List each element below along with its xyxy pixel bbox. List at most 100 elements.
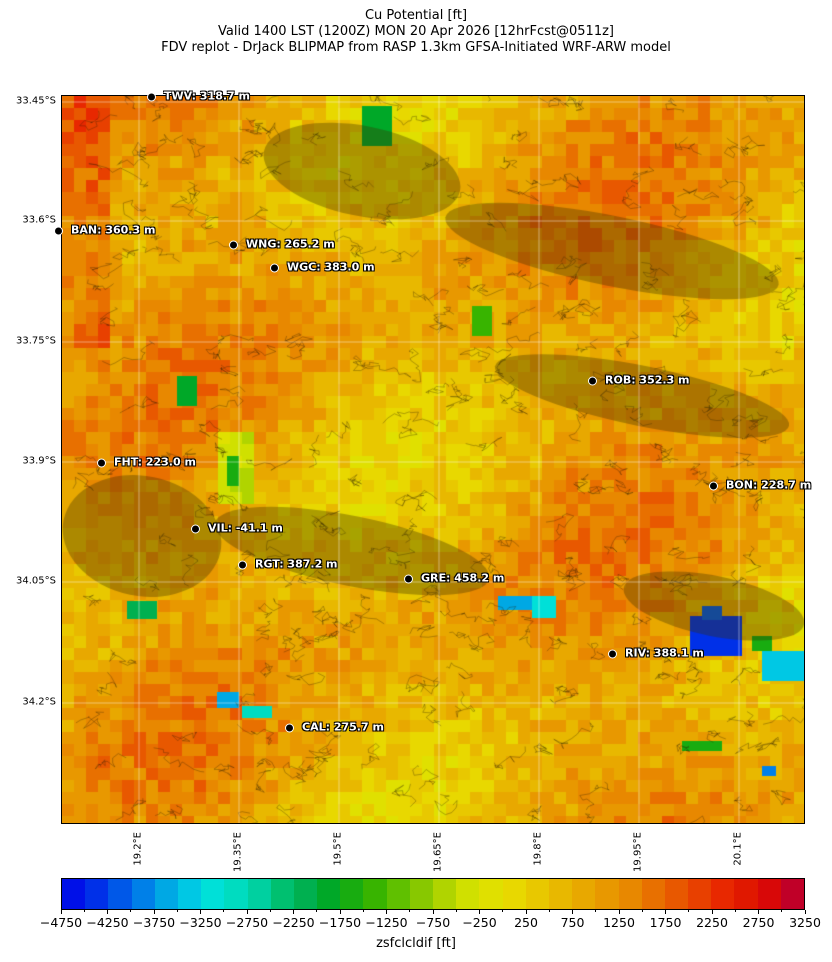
colorbar-bin bbox=[595, 879, 619, 909]
colorbar-tick bbox=[362, 910, 364, 912]
lat-tick: 33.9°S bbox=[22, 455, 56, 467]
colorbar-tick-label: −3750 bbox=[132, 915, 176, 930]
station-marker[interactable]: RGT: 387.2 m bbox=[238, 558, 338, 571]
station-marker[interactable]: GRE: 458.2 m bbox=[404, 571, 505, 585]
colorbar-tick bbox=[665, 910, 666, 914]
colorbar-tick bbox=[618, 910, 620, 914]
colorbar-tick bbox=[386, 910, 387, 914]
colorbar-tick-label: 250 bbox=[514, 915, 538, 930]
colorbar bbox=[61, 878, 805, 910]
colorbar-bin bbox=[270, 879, 294, 909]
station-marker[interactable]: VIL: -41.1 m bbox=[191, 522, 283, 535]
station-label: TWV: 318.7 m bbox=[164, 89, 250, 103]
station-marker[interactable]: WGC: 383.0 m bbox=[270, 261, 375, 274]
colorbar-tick-label: 1250 bbox=[603, 915, 635, 930]
station-dot-icon bbox=[54, 226, 63, 235]
lon-tick: 19.35°E bbox=[232, 832, 244, 872]
colorbar-bin bbox=[224, 879, 248, 909]
colorbar-bin bbox=[154, 879, 178, 909]
colorbar-tick bbox=[153, 910, 155, 914]
station-label: WNG: 265.2 m bbox=[246, 237, 335, 251]
colorbar-tick-label: −2750 bbox=[225, 915, 269, 930]
lon-tick: 19.5°E bbox=[332, 832, 344, 866]
colorbar-tick-label: −1250 bbox=[365, 915, 408, 930]
station-label: GRE: 458.2 m bbox=[421, 571, 505, 585]
station-dot-icon bbox=[97, 458, 106, 467]
lon-tick: 20.1°E bbox=[732, 832, 744, 866]
colorbar-bin bbox=[62, 879, 86, 909]
lat-tick: 33.75°S bbox=[16, 335, 56, 347]
colorbar-tick bbox=[688, 910, 690, 912]
colorbar-bin bbox=[317, 879, 341, 909]
colorbar-bin bbox=[479, 879, 503, 909]
colorbar-bin bbox=[688, 879, 712, 909]
colorbar-tick bbox=[176, 910, 178, 912]
lat-tick: 33.6°S bbox=[22, 214, 56, 226]
station-dot-icon bbox=[191, 524, 200, 533]
colorbar-bin bbox=[409, 879, 433, 909]
colorbar-tick bbox=[572, 910, 573, 914]
colorbar-tick-label: 3250 bbox=[789, 915, 821, 930]
colorbar-bin bbox=[201, 879, 225, 909]
station-dot-icon bbox=[404, 574, 413, 583]
colorbar-bin bbox=[456, 879, 480, 909]
colorbar-bin bbox=[548, 879, 573, 909]
colorbar-tick bbox=[641, 910, 643, 912]
colorbar-tick-label: −3250 bbox=[179, 915, 222, 930]
station-marker[interactable]: BON: 228.7 m bbox=[709, 478, 812, 492]
lat-tick: 33.45°S bbox=[16, 95, 56, 107]
colorbar-bin bbox=[131, 879, 155, 909]
station-dot-icon bbox=[238, 560, 247, 569]
colorbar-bin bbox=[641, 879, 665, 909]
colorbar-tick-label: 2750 bbox=[742, 915, 775, 930]
station-marker[interactable]: CAL: 275.7 m bbox=[285, 720, 384, 734]
colorbar-bin bbox=[525, 879, 549, 909]
colorbar-tick bbox=[409, 910, 411, 912]
colorbar-tick bbox=[595, 910, 597, 912]
station-dot-icon bbox=[709, 481, 718, 490]
station-label: ROB: 352.3 m bbox=[605, 373, 690, 387]
station-marker[interactable]: ROB: 352.3 m bbox=[588, 373, 690, 387]
colorbar-tick-label: 1750 bbox=[649, 915, 682, 930]
colorbar-tick bbox=[130, 910, 132, 912]
colorbar-bin bbox=[711, 879, 735, 909]
station-marker[interactable]: FHT: 223.0 m bbox=[97, 455, 196, 469]
colorbar-bin bbox=[664, 879, 689, 909]
colorbar-tick-label: −250 bbox=[462, 915, 497, 930]
colorbar-tick bbox=[455, 910, 457, 912]
colorbar-tick bbox=[223, 910, 225, 912]
title-line-2: Valid 1400 LST (1200Z) MON 20 Apr 2026 [… bbox=[218, 24, 614, 39]
colorbar-bin bbox=[757, 879, 781, 909]
station-marker[interactable]: BAN: 360.3 m bbox=[54, 223, 156, 237]
colorbar-bin bbox=[502, 879, 526, 909]
station-label: BAN: 360.3 m bbox=[71, 223, 156, 237]
colorbar-tick bbox=[432, 910, 434, 914]
colorbar-bin bbox=[85, 879, 109, 909]
colorbar-tick bbox=[781, 910, 783, 912]
colorbar-bin bbox=[734, 879, 758, 909]
station-marker[interactable]: RIV: 388.1 m bbox=[608, 646, 704, 660]
lon-tick: 19.8°E bbox=[532, 832, 544, 866]
station-label: RIV: 388.1 m bbox=[625, 646, 704, 660]
colorbar-bin bbox=[363, 879, 387, 909]
title-line-1: Cu Potential [ft] bbox=[364, 8, 468, 23]
station-label: FHT: 223.0 m bbox=[114, 455, 196, 469]
station-dot-icon bbox=[285, 723, 294, 732]
colorbar-bin bbox=[386, 879, 410, 909]
colorbar-tick bbox=[804, 910, 806, 914]
station-dot-icon bbox=[608, 649, 617, 658]
colorbar-bin bbox=[780, 879, 804, 909]
colorbar-tick-label: −750 bbox=[415, 915, 451, 930]
colorbar-tick-label: −4750 bbox=[39, 915, 83, 930]
station-marker[interactable]: WNG: 265.2 m bbox=[229, 237, 335, 251]
colorbar-tick bbox=[200, 910, 201, 914]
map-plot-area bbox=[61, 95, 805, 824]
colorbar-bin bbox=[293, 879, 318, 909]
station-marker[interactable]: TWV: 318.7 m bbox=[147, 89, 250, 103]
colorbar-tick bbox=[758, 910, 759, 914]
lat-tick: 34.2°S bbox=[22, 696, 56, 708]
lon-tick: 19.95°E bbox=[632, 832, 644, 872]
station-label: CAL: 275.7 m bbox=[302, 720, 384, 734]
station-label: BON: 228.7 m bbox=[726, 478, 812, 492]
lon-tick: 19.65°E bbox=[432, 832, 444, 872]
